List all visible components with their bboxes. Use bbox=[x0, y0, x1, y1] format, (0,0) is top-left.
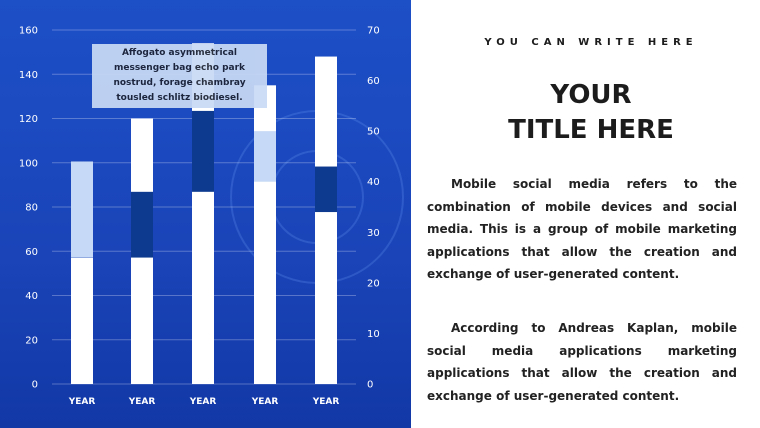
title-line-1: YOUR bbox=[550, 80, 632, 110]
y-right-tick-label: 10 bbox=[367, 329, 380, 340]
note-text: Affogato asymmetrical messenger bag echo… bbox=[113, 48, 246, 103]
x-tick-label: YEAR bbox=[312, 397, 340, 407]
y-right-tick-label: 40 bbox=[367, 177, 380, 188]
chart-panel: 0 20 40 60 80 100 120 140 160 0 10 20 30 40 50 60 70 YEAR… bbox=[0, 0, 411, 428]
bar bbox=[254, 85, 276, 384]
kicker-text: YOU CAN WRITE HERE bbox=[484, 37, 698, 48]
note-box: Affogato asymmetrical messenger bag echo… bbox=[92, 44, 267, 108]
y-left-tick-label: 60 bbox=[25, 247, 38, 258]
range-segment bbox=[131, 191, 153, 258]
bar bbox=[71, 257, 93, 384]
slide-title: YOUR TITLE HERE bbox=[411, 78, 760, 148]
y-left-tick-label: 100 bbox=[19, 158, 38, 169]
x-tick-label: YEAR bbox=[128, 397, 156, 407]
text-panel: YOU CAN WRITE HERE YOUR TITLE HERE Mobil… bbox=[411, 0, 760, 428]
x-tick-label: YEAR bbox=[251, 397, 279, 407]
y-right-tick-label: 30 bbox=[367, 228, 380, 239]
range-segment bbox=[315, 166, 337, 213]
y-left-tick-label: 140 bbox=[19, 70, 38, 81]
body-paragraph-1: Mobile social media refers to the combin… bbox=[427, 177, 737, 281]
x-tick-label: YEAR bbox=[189, 397, 217, 407]
y-left-tick-label: 80 bbox=[25, 203, 38, 214]
title-line-2: TITLE HERE bbox=[508, 115, 674, 145]
y-left-tick-label: 120 bbox=[19, 114, 38, 125]
y-left-tick-label: 0 bbox=[32, 380, 38, 391]
range-segment bbox=[192, 110, 214, 192]
y-right-tick-label: 60 bbox=[367, 76, 380, 87]
y-right-tick-label: 0 bbox=[367, 380, 373, 391]
y-right-tick-label: 50 bbox=[367, 127, 380, 138]
range-segment bbox=[71, 161, 93, 258]
x-tick-label: YEAR bbox=[68, 397, 96, 407]
y-right-tick-label: 70 bbox=[367, 26, 380, 37]
bar bbox=[315, 56, 337, 385]
y-left-tick-label: 20 bbox=[25, 335, 38, 346]
body-paragraph-2: According to Andreas Kaplan, mobile soci… bbox=[427, 321, 737, 403]
range-segment bbox=[254, 131, 276, 182]
y-left-tick-label: 160 bbox=[19, 26, 38, 37]
y-left-tick-label: 40 bbox=[25, 291, 38, 302]
y-right-tick-label: 20 bbox=[367, 278, 380, 289]
